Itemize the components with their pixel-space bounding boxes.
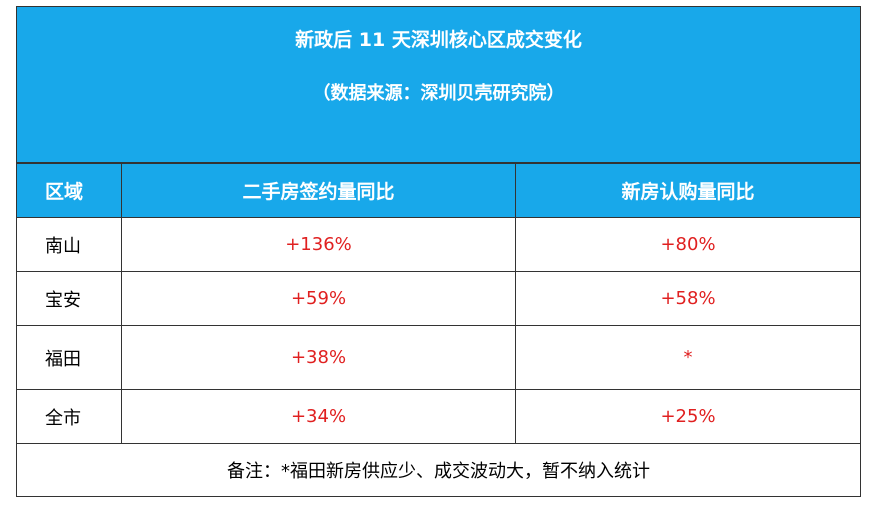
table-banner: [16, 6, 861, 163]
column-header: 区域: [16, 163, 122, 218]
row-label: 南山: [16, 217, 122, 272]
table-cell: +59%: [121, 271, 516, 326]
table-cell: +136%: [121, 217, 516, 272]
row-label: 宝安: [16, 271, 122, 326]
table-cell: *: [515, 325, 861, 390]
table-cell: +58%: [515, 271, 861, 326]
table-title: 新政后 11 天深圳核心区成交变化: [295, 28, 582, 51]
table-cell: +38%: [121, 325, 516, 390]
row-label: 全市: [16, 389, 122, 444]
column-header: 二手房签约量同比: [121, 163, 516, 218]
table-cell: +80%: [515, 217, 861, 272]
row-label: 福田: [16, 325, 122, 390]
table-subtitle: （数据来源：深圳贝壳研究院）: [312, 83, 565, 104]
table-cell: +34%: [121, 389, 516, 444]
column-header: 新房认购量同比: [515, 163, 861, 218]
footnote: 备注：*福田新房供应少、成交波动大，暂不纳入统计: [16, 443, 861, 497]
table-cell: +25%: [515, 389, 861, 444]
